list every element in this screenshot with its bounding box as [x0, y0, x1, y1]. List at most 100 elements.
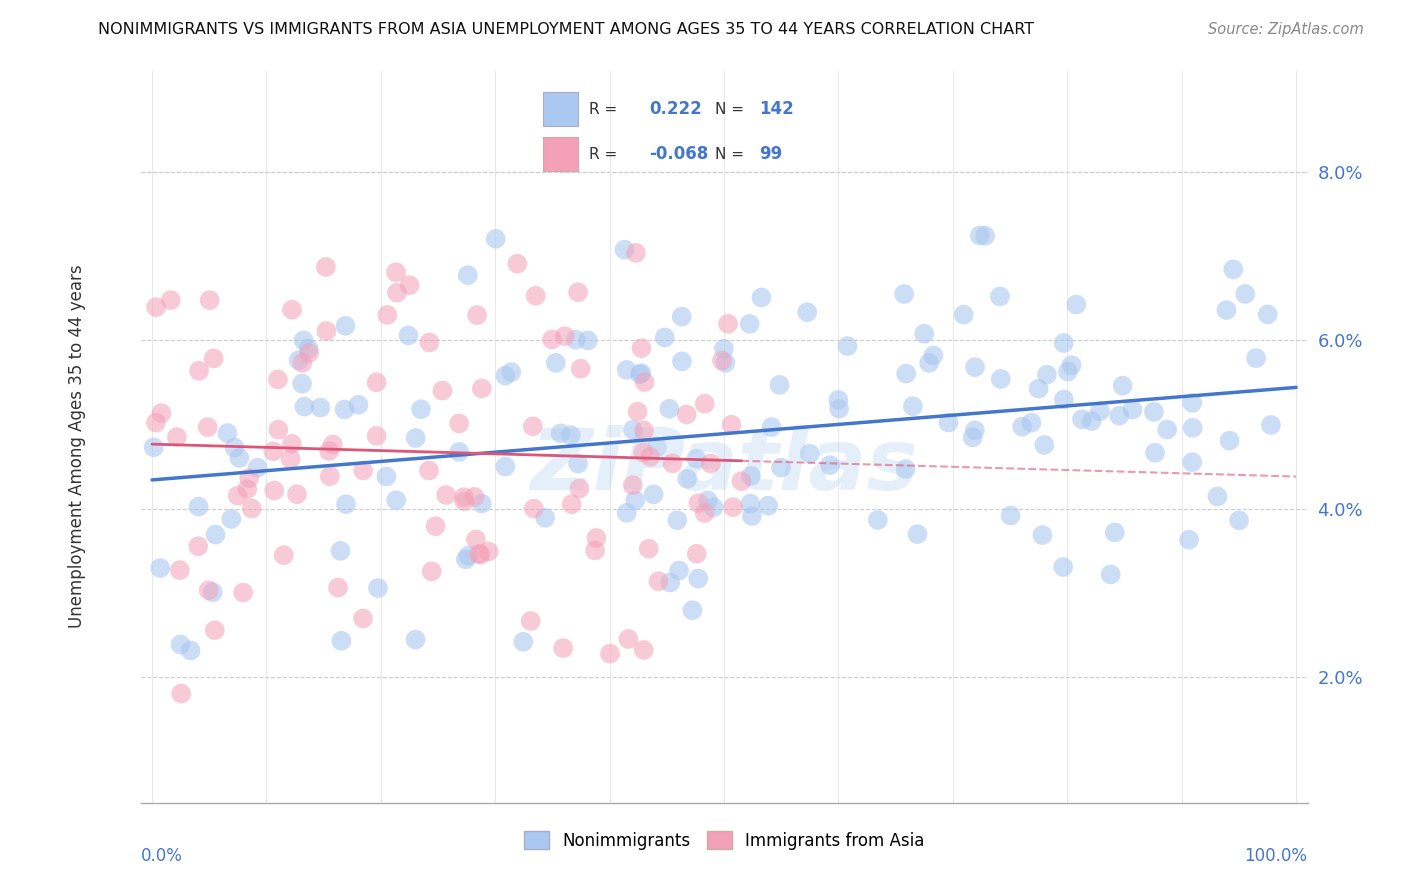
Point: [318, 444, 340, 458]
Point: [621, 478, 644, 492]
Point: [285, 487, 308, 501]
Point: [367, 581, 389, 595]
Point: [145, 416, 167, 430]
Point: [907, 527, 929, 541]
Point: [471, 496, 494, 510]
Point: [418, 335, 440, 350]
Point: [512, 634, 534, 648]
Point: [720, 417, 742, 432]
Point: [560, 428, 582, 442]
Point: [352, 611, 374, 625]
Point: [453, 490, 475, 504]
Point: [418, 463, 440, 477]
Point: [291, 356, 314, 370]
Point: [409, 402, 432, 417]
Point: [714, 356, 737, 370]
Point: [633, 643, 655, 657]
Point: [624, 493, 647, 508]
Point: [1144, 446, 1167, 460]
Point: [267, 372, 290, 386]
Point: [449, 445, 471, 459]
Point: [583, 543, 606, 558]
Point: [818, 458, 841, 472]
Point: [553, 641, 575, 656]
Point: [465, 533, 488, 547]
Point: [228, 450, 250, 465]
Point: [468, 547, 491, 561]
Point: [520, 614, 543, 628]
Point: [1052, 336, 1074, 351]
Point: [1156, 423, 1178, 437]
Point: [1053, 392, 1076, 407]
Point: [204, 527, 226, 541]
Point: [740, 497, 762, 511]
Point: [1052, 560, 1074, 574]
Point: [693, 397, 716, 411]
Point: [645, 440, 668, 454]
Point: [420, 565, 443, 579]
Point: [561, 497, 583, 511]
Text: Unemployment Among Ages 35 to 44 years: Unemployment Among Ages 35 to 44 years: [69, 264, 86, 628]
Point: [685, 451, 707, 466]
Point: [1011, 419, 1033, 434]
Point: [671, 310, 693, 324]
Point: [568, 482, 591, 496]
Point: [322, 437, 344, 451]
Text: 0.222: 0.222: [650, 100, 702, 118]
Point: [1057, 365, 1080, 379]
Point: [613, 243, 636, 257]
Point: [988, 289, 1011, 303]
Point: [624, 246, 647, 260]
Point: [1060, 358, 1083, 372]
Point: [471, 381, 494, 395]
Point: [166, 430, 188, 444]
Point: [375, 469, 398, 483]
Point: [159, 293, 181, 307]
Point: [449, 417, 471, 431]
Text: N =: N =: [716, 146, 744, 161]
Point: [169, 563, 191, 577]
Point: [675, 408, 697, 422]
Point: [901, 399, 924, 413]
Point: [969, 228, 991, 243]
Point: [974, 228, 997, 243]
Point: [1099, 567, 1122, 582]
Point: [686, 547, 709, 561]
Point: [893, 287, 915, 301]
Point: [366, 429, 388, 443]
Text: 99: 99: [759, 145, 782, 163]
Point: [425, 519, 447, 533]
FancyBboxPatch shape: [543, 137, 578, 171]
Point: [405, 431, 427, 445]
Point: [506, 257, 529, 271]
Point: [700, 457, 723, 471]
Point: [236, 482, 259, 496]
Point: [688, 572, 710, 586]
Point: [544, 356, 567, 370]
Point: [1227, 513, 1250, 527]
Point: [621, 423, 644, 437]
Point: [894, 462, 917, 476]
Point: [938, 416, 960, 430]
Point: [198, 293, 221, 307]
Point: [1181, 455, 1204, 469]
Point: [219, 512, 242, 526]
Point: [616, 506, 638, 520]
Point: [375, 308, 398, 322]
Point: [768, 377, 790, 392]
Point: [329, 544, 352, 558]
Point: [1222, 262, 1244, 277]
Point: [1028, 382, 1050, 396]
Text: -0.068: -0.068: [650, 145, 709, 163]
Point: [298, 342, 321, 356]
Point: [405, 632, 427, 647]
Point: [197, 583, 219, 598]
Point: [319, 469, 342, 483]
Point: [647, 574, 669, 589]
Point: [640, 450, 662, 464]
Point: [238, 471, 260, 485]
Point: [385, 285, 408, 300]
Point: [398, 278, 420, 293]
Point: [170, 687, 193, 701]
Point: [267, 423, 290, 437]
